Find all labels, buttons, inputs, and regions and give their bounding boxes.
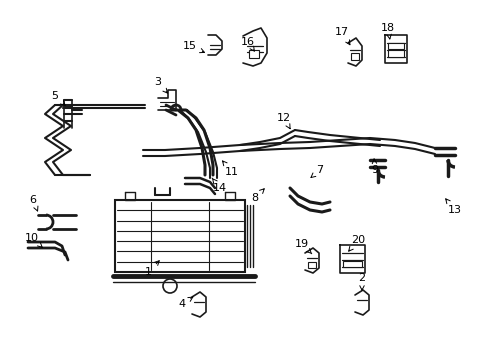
Text: 20: 20 — [348, 235, 365, 251]
Text: 9: 9 — [371, 159, 378, 175]
Text: 6: 6 — [29, 195, 38, 211]
Text: 7: 7 — [310, 165, 323, 177]
Text: 14: 14 — [212, 178, 226, 193]
Text: 3: 3 — [154, 77, 167, 93]
Text: 19: 19 — [294, 239, 311, 254]
Bar — [342, 261, 361, 267]
Text: 11: 11 — [222, 161, 239, 177]
Bar — [115, 200, 244, 272]
Bar — [350, 53, 358, 60]
Text: 5: 5 — [51, 91, 65, 105]
Text: 13: 13 — [445, 199, 461, 215]
Text: 8: 8 — [251, 189, 264, 203]
Text: 17: 17 — [334, 27, 349, 45]
Bar — [387, 50, 403, 57]
Text: 2: 2 — [358, 273, 365, 290]
Bar — [248, 50, 259, 58]
Bar — [307, 262, 315, 268]
Text: 1: 1 — [144, 261, 159, 277]
Text: 12: 12 — [276, 113, 290, 129]
Text: 10: 10 — [25, 233, 42, 248]
Text: 16: 16 — [241, 37, 254, 51]
Text: 18: 18 — [380, 23, 394, 39]
Bar — [387, 43, 403, 49]
Text: 4: 4 — [178, 297, 192, 309]
Text: 15: 15 — [183, 41, 204, 53]
